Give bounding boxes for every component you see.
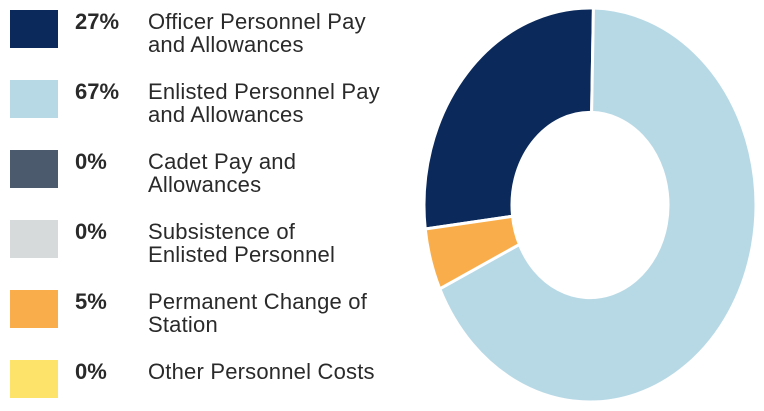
- legend-label: Other Personnel Costs: [148, 359, 375, 384]
- legend-item: 5% Permanent Change of Station: [0, 290, 400, 350]
- legend-percent: 5%: [75, 289, 107, 314]
- legend-item: 67% Enlisted Personnel Pay and Allowances: [0, 80, 400, 140]
- legend-swatch: [10, 360, 58, 398]
- donut-slice: [422, 6, 595, 231]
- legend-percent: 0%: [75, 149, 107, 174]
- legend-percent: 0%: [75, 359, 107, 384]
- legend-percent: 0%: [75, 219, 107, 244]
- legend-item: 27% Officer Personnel Pay and Allowances: [0, 10, 400, 70]
- legend-item: 0% Subsistence of Enlisted Personnel: [0, 220, 400, 280]
- legend-label: Subsistence of Enlisted Personnel: [148, 219, 336, 267]
- legend-label: Cadet Pay and Allowances: [148, 149, 297, 197]
- legend-swatch: [10, 220, 58, 258]
- legend-swatch: [10, 10, 58, 48]
- donut-slice: [437, 6, 758, 404]
- legend-percent: 27%: [75, 9, 120, 34]
- legend-swatch: [10, 150, 58, 188]
- donut-slice: [423, 214, 522, 291]
- legend-item: 0% Cadet Pay and Allowances: [0, 150, 400, 210]
- legend-label: Officer Personnel Pay and Allowances: [148, 9, 366, 57]
- legend-item: 0% Other Personnel Costs: [0, 360, 400, 411]
- legend-swatch: [10, 80, 58, 118]
- legend-label: Enlisted Personnel Pay and Allowances: [148, 79, 380, 127]
- legend-swatch: [10, 290, 58, 328]
- legend-percent: 67%: [75, 79, 120, 104]
- legend-label: Permanent Change of Station: [148, 289, 368, 337]
